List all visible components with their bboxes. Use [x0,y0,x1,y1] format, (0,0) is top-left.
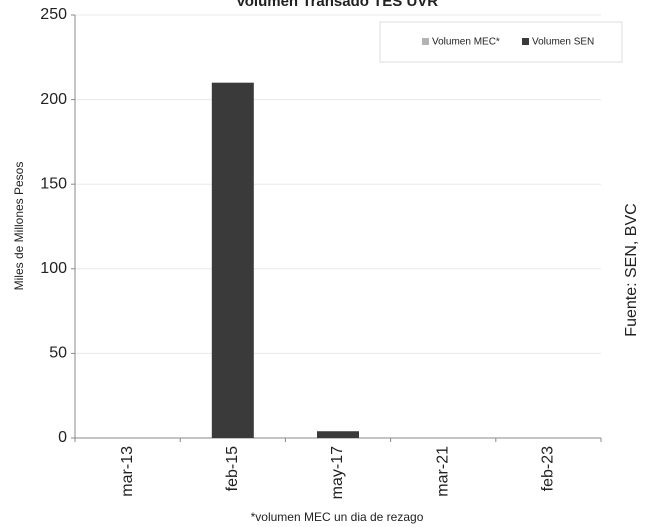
x-tick-label: may-17 [329,446,346,499]
y-tick-label: 200 [40,91,67,108]
y-tick-label: 50 [49,345,67,362]
legend-swatch [522,38,529,45]
bar [211,82,254,439]
y-axis-label: Miles de Millones Pesos [12,162,26,291]
y-tick-label: 250 [40,6,67,23]
chart-title: Volumen Transado TES UVR [236,0,438,10]
y-tick-label: 150 [40,175,67,192]
y-tick-label: 100 [40,260,67,277]
bar [317,431,359,438]
legend-label: Volumen SEN [532,37,594,48]
legend-box [379,21,623,63]
x-tick-label: mar-21 [434,446,451,497]
source-note: Fuente: SEN, BVC [623,203,640,336]
legend-label: Volumen MEC* [432,37,500,48]
x-tick-label: mar-13 [119,446,136,497]
x-tick-label: feb-23 [540,446,557,491]
legend-swatch [422,38,429,45]
y-tick-label: 0 [58,429,67,446]
footnote: *volumen MEC un dia de rezago [251,510,424,524]
x-tick-label: feb-15 [224,446,241,491]
